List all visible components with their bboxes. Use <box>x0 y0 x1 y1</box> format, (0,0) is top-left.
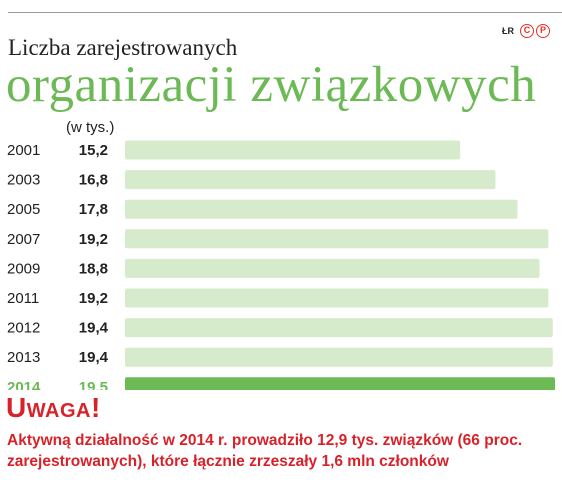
note-text: Aktywną działalność w 2014 r. prowadziło… <box>7 432 523 470</box>
value-label-2005: 17,8 <box>79 201 108 218</box>
year-label-2009: 2009 <box>7 260 40 277</box>
bar-2014 <box>125 377 555 390</box>
value-label-2011: 19,2 <box>79 290 108 307</box>
bar-2009 <box>125 258 540 278</box>
bar-2007 <box>125 229 549 249</box>
bar-2011 <box>125 288 549 308</box>
logo-circle-right: P <box>536 24 550 38</box>
year-label-2013: 2013 <box>7 349 40 366</box>
top-rule <box>8 12 562 13</box>
logo-circle-left: C <box>520 24 534 38</box>
year-label-2003: 2003 <box>7 172 40 189</box>
credit: ŁR C P <box>502 24 550 38</box>
year-label-2012: 2012 <box>7 320 40 337</box>
value-label-2014: 19,5 <box>79 379 108 390</box>
year-label-2011: 2011 <box>7 290 39 307</box>
value-label-2003: 16,8 <box>79 172 108 189</box>
author-initials: ŁR <box>502 26 514 36</box>
value-label-2007: 19,2 <box>79 231 108 248</box>
chart-title: organizacji związkowych <box>6 57 537 113</box>
bar-2003 <box>125 170 496 190</box>
note-title: Uwaga! <box>6 392 101 423</box>
year-label-2001: 2001 <box>7 142 40 159</box>
bar-2012 <box>125 318 553 338</box>
value-label-2012: 19,4 <box>79 320 109 337</box>
chart-subtitle: Liczba zarejestrowanych <box>8 35 238 60</box>
bar-2013 <box>125 347 553 367</box>
year-label-2014: 2014 <box>7 379 41 390</box>
value-label-2001: 15,2 <box>79 142 108 159</box>
publisher-logo: C P <box>520 24 550 38</box>
unit-label: (w tys.) <box>66 119 115 136</box>
year-label-2005: 2005 <box>7 201 40 218</box>
bar-2005 <box>125 199 518 219</box>
bar-chart: 2001 15,2 2003 16,8 2005 17,8 2007 19,2 2009 18,8… <box>7 140 555 390</box>
year-label-2007: 2007 <box>7 231 40 248</box>
value-label-2013: 19,4 <box>79 349 109 366</box>
value-label-2009: 18,8 <box>79 260 108 277</box>
bar-2001 <box>125 140 461 160</box>
